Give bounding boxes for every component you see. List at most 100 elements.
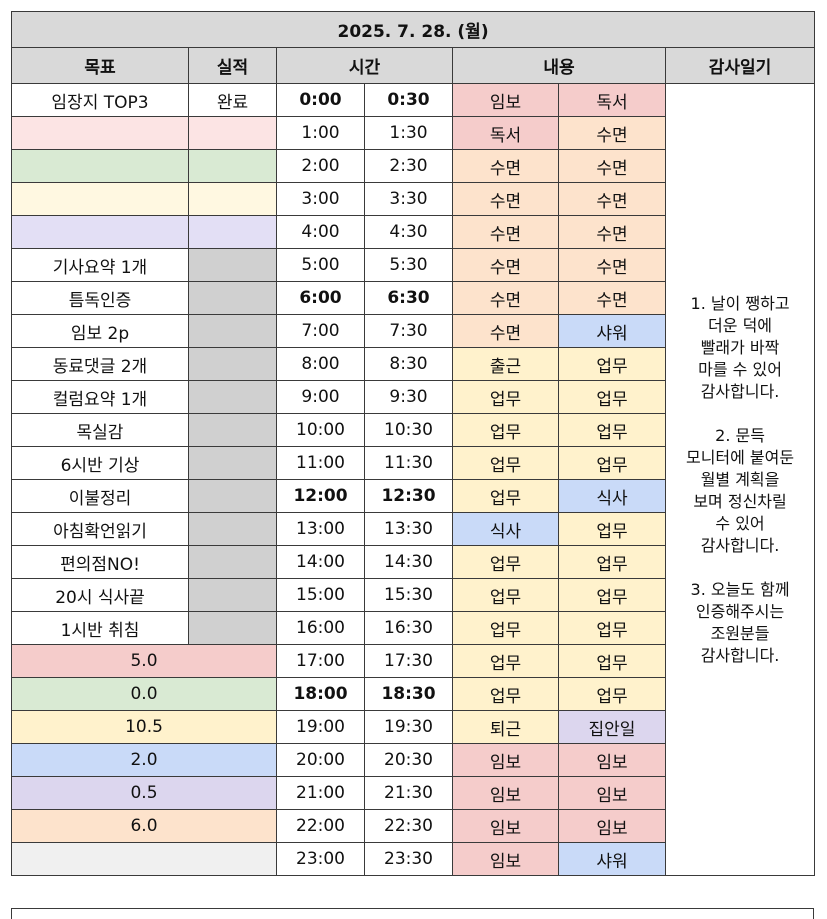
goal-cell[interactable]: 임보 2p [11, 314, 189, 348]
start-time-cell[interactable]: 6:00 [276, 281, 365, 315]
start-time-cell[interactable]: 8:00 [276, 347, 365, 381]
activity-second-half[interactable]: 수면 [558, 182, 666, 216]
start-time-cell[interactable]: 20:00 [276, 743, 365, 777]
goal-cell[interactable]: 편의점NO! [11, 545, 189, 579]
start-time-cell[interactable]: 3:00 [276, 182, 365, 216]
goal-cell[interactable]: 20시 식사끝 [11, 578, 189, 612]
activity-first-half[interactable]: 수면 [452, 215, 559, 249]
result-cell[interactable] [188, 215, 277, 249]
end-time-cell[interactable]: 18:30 [364, 677, 453, 711]
result-cell[interactable] [188, 281, 277, 315]
result-cell[interactable] [188, 578, 277, 612]
activity-first-half[interactable]: 수면 [452, 248, 559, 282]
result-cell[interactable] [188, 545, 277, 579]
result-cell[interactable] [188, 446, 277, 480]
goal-cell[interactable]: 목실감 [11, 413, 189, 447]
end-time-cell[interactable]: 2:30 [364, 149, 453, 183]
result-cell[interactable] [188, 380, 277, 414]
activity-first-half[interactable]: 업무 [452, 644, 559, 678]
activity-first-half[interactable]: 수면 [452, 182, 559, 216]
start-time-cell[interactable]: 18:00 [276, 677, 365, 711]
activity-first-half[interactable]: 수면 [452, 149, 559, 183]
end-time-cell[interactable]: 22:30 [364, 809, 453, 843]
start-time-cell[interactable]: 14:00 [276, 545, 365, 579]
summary-cell[interactable]: 6.0 [11, 809, 277, 843]
start-time-cell[interactable]: 0:00 [276, 83, 365, 117]
result-cell[interactable] [188, 182, 277, 216]
goal-cell[interactable]: 이불정리 [11, 479, 189, 513]
activity-second-half[interactable]: 집안일 [558, 710, 666, 744]
activity-second-half[interactable]: 업무 [558, 677, 666, 711]
start-time-cell[interactable]: 2:00 [276, 149, 365, 183]
start-time-cell[interactable]: 21:00 [276, 776, 365, 810]
end-time-cell[interactable]: 13:30 [364, 512, 453, 546]
end-time-cell[interactable]: 3:30 [364, 182, 453, 216]
activity-first-half[interactable]: 임보 [452, 83, 559, 117]
activity-first-half[interactable]: 업무 [452, 413, 559, 447]
end-time-cell[interactable]: 16:30 [364, 611, 453, 645]
result-cell[interactable] [188, 347, 277, 381]
activity-first-half[interactable]: 수면 [452, 314, 559, 348]
activity-first-half[interactable]: 임보 [452, 842, 559, 876]
activity-second-half[interactable]: 업무 [558, 512, 666, 546]
summary-cell[interactable]: 0.5 [11, 776, 277, 810]
result-cell[interactable] [188, 611, 277, 645]
result-cell[interactable] [188, 479, 277, 513]
activity-first-half[interactable]: 출근 [452, 347, 559, 381]
goal-cell[interactable]: 컬럼요약 1개 [11, 380, 189, 414]
end-time-cell[interactable]: 20:30 [364, 743, 453, 777]
activity-first-half[interactable]: 독서 [452, 116, 559, 150]
activity-first-half[interactable]: 식사 [452, 512, 559, 546]
start-time-cell[interactable]: 15:00 [276, 578, 365, 612]
activity-first-half[interactable]: 업무 [452, 578, 559, 612]
activity-first-half[interactable]: 임보 [452, 776, 559, 810]
activity-second-half[interactable]: 업무 [558, 347, 666, 381]
activity-first-half[interactable]: 임보 [452, 809, 559, 843]
activity-second-half[interactable]: 업무 [558, 380, 666, 414]
result-cell[interactable] [188, 314, 277, 348]
end-time-cell[interactable]: 0:30 [364, 83, 453, 117]
activity-first-half[interactable]: 임보 [452, 743, 559, 777]
activity-second-half[interactable]: 수면 [558, 149, 666, 183]
activity-second-half[interactable]: 업무 [558, 413, 666, 447]
activity-second-half[interactable]: 업무 [558, 578, 666, 612]
activity-second-half[interactable]: 수면 [558, 116, 666, 150]
activity-first-half[interactable]: 퇴근 [452, 710, 559, 744]
summary-cell[interactable] [11, 842, 277, 876]
activity-second-half[interactable]: 식사 [558, 479, 666, 513]
activity-second-half[interactable]: 독서 [558, 83, 666, 117]
activity-first-half[interactable]: 업무 [452, 446, 559, 480]
end-time-cell[interactable]: 4:30 [364, 215, 453, 249]
activity-first-half[interactable]: 업무 [452, 479, 559, 513]
start-time-cell[interactable]: 7:00 [276, 314, 365, 348]
start-time-cell[interactable]: 16:00 [276, 611, 365, 645]
activity-first-half[interactable]: 업무 [452, 545, 559, 579]
activity-second-half[interactable]: 업무 [558, 644, 666, 678]
start-time-cell[interactable]: 12:00 [276, 479, 365, 513]
goal-cell[interactable] [11, 182, 189, 216]
goal-cell[interactable]: 임장지 TOP3 [11, 83, 189, 117]
end-time-cell[interactable]: 1:30 [364, 116, 453, 150]
goal-cell[interactable]: 기사요약 1개 [11, 248, 189, 282]
end-time-cell[interactable]: 23:30 [364, 842, 453, 876]
result-cell[interactable]: 완료 [188, 83, 277, 117]
activity-second-half[interactable]: 임보 [558, 776, 666, 810]
activity-first-half[interactable]: 업무 [452, 611, 559, 645]
start-time-cell[interactable]: 5:00 [276, 248, 365, 282]
activity-second-half[interactable]: 샤워 [558, 314, 666, 348]
end-time-cell[interactable]: 12:30 [364, 479, 453, 513]
result-cell[interactable] [188, 149, 277, 183]
end-time-cell[interactable]: 17:30 [364, 644, 453, 678]
activity-second-half[interactable]: 수면 [558, 281, 666, 315]
activity-second-half[interactable]: 업무 [558, 611, 666, 645]
activity-second-half[interactable]: 임보 [558, 809, 666, 843]
activity-second-half[interactable]: 수면 [558, 215, 666, 249]
start-time-cell[interactable]: 11:00 [276, 446, 365, 480]
start-time-cell[interactable]: 22:00 [276, 809, 365, 843]
start-time-cell[interactable]: 13:00 [276, 512, 365, 546]
start-time-cell[interactable]: 23:00 [276, 842, 365, 876]
goal-cell[interactable]: 아침확언읽기 [11, 512, 189, 546]
activity-first-half[interactable]: 업무 [452, 380, 559, 414]
activity-second-half[interactable]: 수면 [558, 248, 666, 282]
start-time-cell[interactable]: 9:00 [276, 380, 365, 414]
